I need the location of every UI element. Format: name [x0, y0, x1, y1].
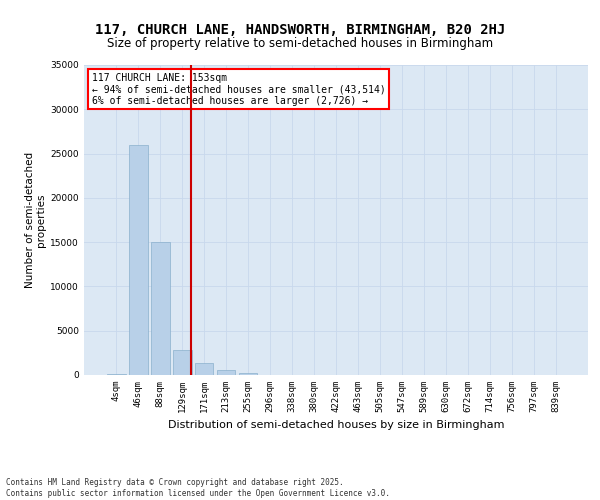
Bar [217, 370, 235, 375]
Bar [173, 350, 191, 375]
Text: 117 CHURCH LANE: 153sqm
← 94% of semi-detached houses are smaller (43,514)
6% of: 117 CHURCH LANE: 153sqm ← 94% of semi-de… [92, 72, 385, 106]
Text: Size of property relative to semi-detached houses in Birmingham: Size of property relative to semi-detach… [107, 38, 493, 51]
Bar [151, 242, 170, 375]
Bar [107, 374, 125, 375]
Bar [239, 373, 257, 375]
Y-axis label: Number of semi-detached
properties: Number of semi-detached properties [25, 152, 46, 288]
X-axis label: Distribution of semi-detached houses by size in Birmingham: Distribution of semi-detached houses by … [168, 420, 504, 430]
Bar [129, 144, 148, 375]
Text: 117, CHURCH LANE, HANDSWORTH, BIRMINGHAM, B20 2HJ: 117, CHURCH LANE, HANDSWORTH, BIRMINGHAM… [95, 22, 505, 36]
Text: Contains HM Land Registry data © Crown copyright and database right 2025.
Contai: Contains HM Land Registry data © Crown c… [6, 478, 390, 498]
Bar [195, 362, 214, 375]
